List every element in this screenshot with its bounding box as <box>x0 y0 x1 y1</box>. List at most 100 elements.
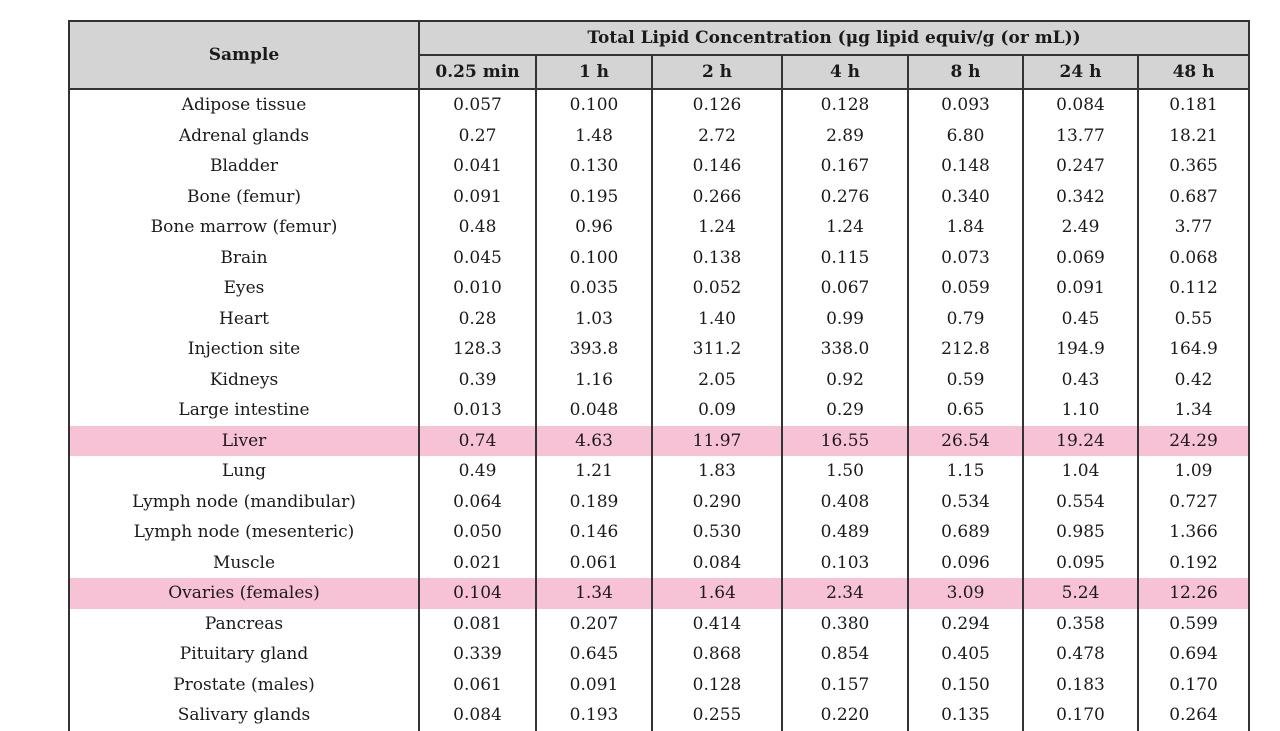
value-cell: 212.8 <box>907 334 1024 365</box>
value-cell: 0.010 <box>418 273 537 304</box>
value-cell: 0.050 <box>418 517 537 548</box>
value-cell: 0.405 <box>907 639 1024 670</box>
value-cell: 0.170 <box>1136 669 1251 700</box>
data-row: Pituitary gland 0.339 0.645 0.868 0.854 0.405… <box>68 639 1251 670</box>
value-cell: 6.80 <box>907 120 1024 151</box>
value-cell: 0.276 <box>781 181 909 212</box>
value-cell: 1.34 <box>1136 395 1251 426</box>
value-cell: 1.34 <box>535 578 653 609</box>
sample-name: Bone (femur) <box>68 181 420 212</box>
value-cell: 0.42 <box>1136 364 1251 395</box>
value-cell: 0.084 <box>418 700 537 731</box>
value-cell: 0.021 <box>418 547 537 578</box>
data-row: Eyes 0.010 0.035 0.052 0.067 0.059 0.091 0.112 <box>68 273 1251 304</box>
value-cell: 0.181 <box>1136 89 1251 121</box>
value-cell: 1.10 <box>1022 395 1139 426</box>
value-cell: 0.96 <box>535 212 653 243</box>
time-header: 8 h <box>907 54 1024 90</box>
value-cell: 0.148 <box>907 151 1024 182</box>
value-cell: 0.365 <box>1136 151 1251 182</box>
value-cell: 0.854 <box>781 639 909 670</box>
data-row: Injection site 128.3 393.8 311.2 338.0 212.8 1… <box>68 334 1251 365</box>
time-header: 1 h <box>535 54 653 90</box>
value-cell: 0.041 <box>418 151 537 182</box>
value-cell: 0.255 <box>651 700 783 731</box>
data-row: Bladder 0.041 0.130 0.146 0.167 0.148 0.247 0.3… <box>68 151 1251 182</box>
value-cell: 0.408 <box>781 486 909 517</box>
value-cell: 0.100 <box>535 89 653 121</box>
value-cell: 0.220 <box>781 700 909 731</box>
data-row: Large intestine 0.013 0.048 0.09 0.29 0.65 1.1… <box>68 395 1251 426</box>
sample-name: Salivary glands <box>68 700 420 731</box>
sample-name: Large intestine <box>68 395 420 426</box>
time-header: 0.25 min <box>418 54 537 90</box>
value-cell: 393.8 <box>535 334 653 365</box>
value-cell: 0.414 <box>651 608 783 639</box>
value-cell: 0.266 <box>651 181 783 212</box>
value-cell: 0.687 <box>1136 181 1251 212</box>
value-cell: 0.100 <box>535 242 653 273</box>
value-cell: 2.05 <box>651 364 783 395</box>
value-cell: 0.084 <box>651 547 783 578</box>
sample-name: Lung <box>68 456 420 487</box>
value-cell: 3.77 <box>1136 212 1251 243</box>
value-cell: 0.65 <box>907 395 1024 426</box>
value-cell: 0.339 <box>418 639 537 670</box>
data-row: Heart 0.28 1.03 1.40 0.99 0.79 0.45 0.55 <box>68 303 1251 334</box>
value-cell: 0.48 <box>418 212 537 243</box>
value-cell: 1.48 <box>535 120 653 151</box>
value-cell: 11.97 <box>651 425 783 456</box>
value-cell: 2.34 <box>781 578 909 609</box>
value-cell: 1.50 <box>781 456 909 487</box>
value-cell: 0.09 <box>651 395 783 426</box>
value-cell: 0.048 <box>535 395 653 426</box>
value-cell: 0.167 <box>781 151 909 182</box>
value-cell: 0.052 <box>651 273 783 304</box>
value-cell: 0.130 <box>535 151 653 182</box>
value-cell: 0.39 <box>418 364 537 395</box>
data-row: Prostate (males) 0.061 0.091 0.128 0.157 0.15… <box>68 669 1251 700</box>
value-cell: 0.92 <box>781 364 909 395</box>
value-cell: 338.0 <box>781 334 909 365</box>
value-cell: 0.554 <box>1022 486 1139 517</box>
value-cell: 0.115 <box>781 242 909 273</box>
sample-name: Lymph node (mesenteric) <box>68 517 420 548</box>
value-cell: 0.43 <box>1022 364 1139 395</box>
value-cell: 128.3 <box>418 334 537 365</box>
table-body: Adipose tissue 0.057 0.100 0.126 0.128 0.093 0… <box>68 89 1251 731</box>
value-cell: 0.530 <box>651 517 783 548</box>
value-cell: 0.093 <box>907 89 1024 121</box>
value-cell: 1.04 <box>1022 456 1139 487</box>
value-cell: 0.489 <box>781 517 909 548</box>
value-cell: 0.057 <box>418 89 537 121</box>
value-cell: 0.49 <box>418 456 537 487</box>
value-cell: 0.146 <box>535 517 653 548</box>
value-cell: 1.40 <box>651 303 783 334</box>
value-cell: 0.081 <box>418 608 537 639</box>
value-cell: 1.366 <box>1136 517 1251 548</box>
value-cell: 1.83 <box>651 456 783 487</box>
value-cell: 0.091 <box>535 669 653 700</box>
value-cell: 0.868 <box>651 639 783 670</box>
sample-name: Bone marrow (femur) <box>68 212 420 243</box>
value-cell: 0.193 <box>535 700 653 731</box>
value-cell: 0.45 <box>1022 303 1139 334</box>
value-cell: 0.534 <box>907 486 1024 517</box>
data-row: Adrenal glands 0.27 1.48 2.72 2.89 6.80 13.77 1… <box>68 120 1251 151</box>
value-cell: 0.104 <box>418 578 537 609</box>
data-row: Lymph node (mandibular) 0.064 0.189 0.290 0.… <box>68 486 1251 517</box>
sample-name: Brain <box>68 242 420 273</box>
value-cell: 0.035 <box>535 273 653 304</box>
sample-header: Sample <box>68 20 420 90</box>
sample-name: Muscle <box>68 547 420 578</box>
value-cell: 0.99 <box>781 303 909 334</box>
value-cell: 0.192 <box>1136 547 1251 578</box>
value-cell: 0.358 <box>1022 608 1139 639</box>
data-row: Ovaries (females) 0.104 1.34 1.64 2.34 3.09 5.… <box>68 578 1251 609</box>
value-cell: 1.16 <box>535 364 653 395</box>
group-header: Total Lipid Concentration (μg lipid equi… <box>417 20 1251 56</box>
value-cell: 0.150 <box>907 669 1024 700</box>
sample-name: Pituitary gland <box>68 639 420 670</box>
value-cell: 0.061 <box>535 547 653 578</box>
value-cell: 0.27 <box>418 120 537 151</box>
